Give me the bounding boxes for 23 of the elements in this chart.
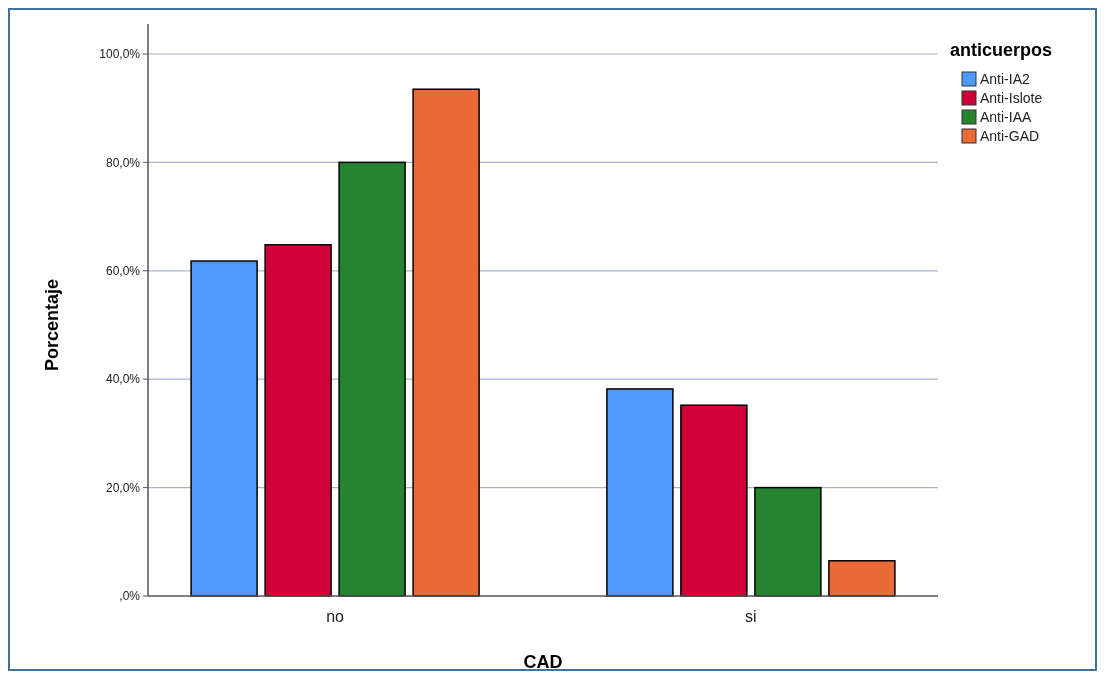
legend-label: Anti-IA2 bbox=[980, 70, 1031, 87]
bar bbox=[680, 404, 748, 597]
y-tick-label: 60,0% bbox=[105, 264, 141, 278]
y-tick-label: 80,0% bbox=[105, 155, 141, 170]
x-axis-title: CAD bbox=[523, 652, 563, 672]
legend-label: Anti-IAA bbox=[980, 108, 1033, 125]
x-tick-label: si bbox=[745, 608, 757, 625]
bar bbox=[828, 560, 896, 597]
y-tick-label: 40,0% bbox=[105, 372, 141, 387]
legend-label: Anti-Islote bbox=[980, 89, 1043, 106]
legend-label: Anti-GAD bbox=[980, 127, 1040, 144]
y-tick-label: 100,0% bbox=[99, 47, 141, 62]
y-tick-label: 20,0% bbox=[105, 480, 141, 495]
bar bbox=[338, 161, 406, 597]
y-tick-label: ,0% bbox=[119, 589, 141, 604]
y-axis-title: Porcentaje bbox=[42, 278, 62, 372]
bar bbox=[190, 260, 258, 597]
legend-title: anticuerpos bbox=[950, 40, 1053, 60]
bar bbox=[264, 244, 332, 597]
x-tick-label: no bbox=[326, 608, 345, 625]
bar bbox=[606, 388, 674, 597]
bar bbox=[412, 88, 480, 597]
bar bbox=[754, 486, 822, 597]
